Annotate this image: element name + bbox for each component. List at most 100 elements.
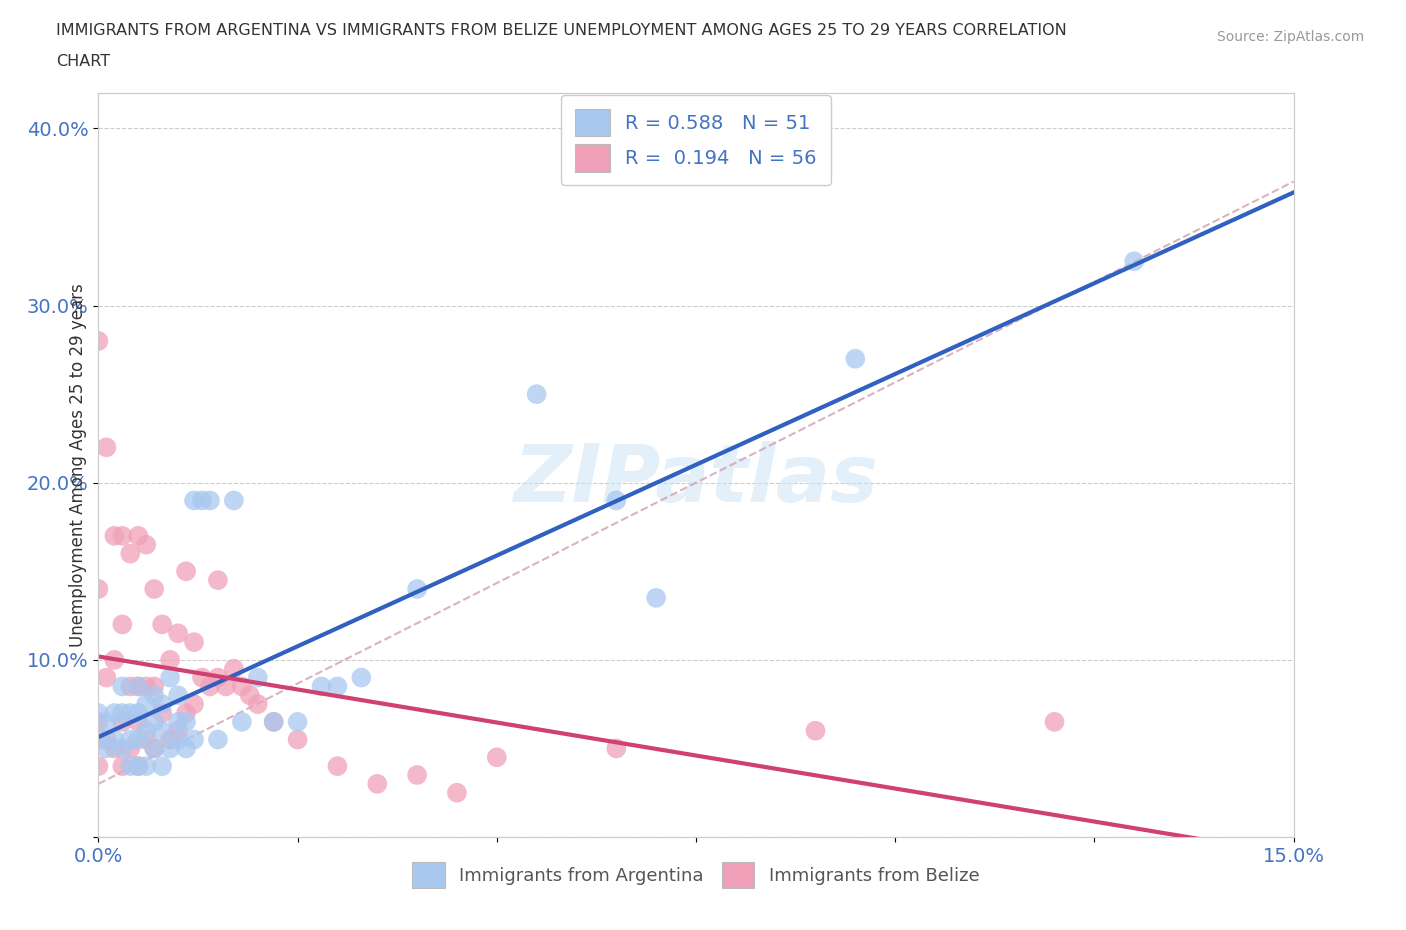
Point [103,732,125,747]
Point [183,634,205,649]
Point [191,493,214,508]
Point [87,334,110,349]
Point [111,528,134,543]
Text: ZIPatlas: ZIPatlas [513,441,879,519]
Point [174,741,197,756]
Point [183,697,205,711]
Point [350,671,373,685]
Point [143,688,166,703]
Point [207,573,229,588]
Text: CHART: CHART [56,54,110,69]
Point [167,724,190,738]
Point [127,679,149,694]
Point [111,617,134,631]
Point [103,653,125,668]
Point [1043,714,1066,729]
Point [150,697,173,711]
Point [485,750,508,764]
Point [150,617,173,631]
Point [406,581,429,596]
Point [143,741,166,756]
Point [120,546,142,561]
Point [127,732,149,747]
Point [844,352,866,366]
Point [96,714,118,729]
Point [263,714,285,729]
Point [111,759,134,774]
Legend: Immigrants from Argentina, Immigrants from Belize: Immigrants from Argentina, Immigrants fr… [405,855,987,895]
Point [207,732,229,747]
Point [326,759,349,774]
Point [231,679,253,694]
Point [96,732,118,747]
Point [150,706,173,721]
Point [87,706,110,721]
Point [159,653,181,668]
Point [222,661,245,676]
Point [135,759,157,774]
Point [198,493,221,508]
Point [127,528,149,543]
Point [135,697,157,711]
Point [645,591,668,605]
Point [127,706,149,721]
Point [159,741,181,756]
Text: IMMIGRANTS FROM ARGENTINA VS IMMIGRANTS FROM BELIZE UNEMPLOYMENT AMONG AGES 25 T: IMMIGRANTS FROM ARGENTINA VS IMMIGRANTS … [56,23,1067,38]
Point [103,528,125,543]
Point [120,706,142,721]
Point [120,759,142,774]
Point [87,759,110,774]
Point [183,493,205,508]
Point [174,564,197,578]
Point [167,688,190,703]
Point [111,741,134,756]
Point [135,679,157,694]
Point [605,741,627,756]
Point [174,706,197,721]
Point [111,706,134,721]
Point [135,732,157,747]
Point [96,440,118,455]
Point [326,679,349,694]
Point [231,714,253,729]
Point [159,732,181,747]
Point [143,714,166,729]
Point [446,785,468,800]
Point [150,724,173,738]
Point [87,732,110,747]
Point [246,671,269,685]
Point [311,679,333,694]
Point [87,714,110,729]
Point [103,741,125,756]
Point [263,714,285,729]
Point [239,688,262,703]
Point [191,671,214,685]
Point [215,679,238,694]
Point [222,493,245,508]
Point [96,741,118,756]
Point [406,767,429,782]
Point [150,759,173,774]
Point [207,671,229,685]
Point [111,714,134,729]
Point [526,387,548,402]
Point [127,759,149,774]
Point [87,581,110,596]
Point [143,679,166,694]
Point [135,538,157,552]
Point [1123,254,1146,269]
Point [174,714,197,729]
Point [246,697,269,711]
Point [366,777,388,791]
Point [605,493,627,508]
Point [103,706,125,721]
Point [127,714,149,729]
Point [287,714,309,729]
Point [120,679,142,694]
Point [143,581,166,596]
Point [167,626,190,641]
Point [127,759,149,774]
Point [120,741,142,756]
Text: Source: ZipAtlas.com: Source: ZipAtlas.com [1216,30,1364,44]
Y-axis label: Unemployment Among Ages 25 to 29 years: Unemployment Among Ages 25 to 29 years [69,283,87,647]
